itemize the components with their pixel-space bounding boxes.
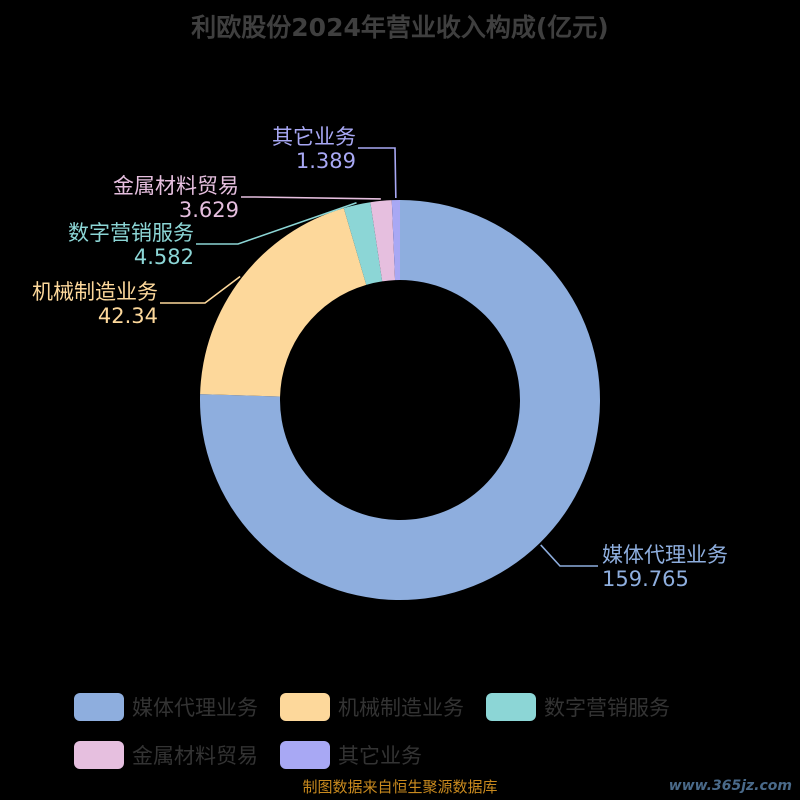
legend-label: 媒体代理业务 bbox=[132, 696, 258, 720]
legend-label: 金属材料贸易 bbox=[132, 744, 258, 768]
slice-other[interactable] bbox=[391, 200, 400, 281]
chart-title: 利欧股份2024年营业收入构成(亿元) bbox=[191, 13, 609, 42]
legend-swatch bbox=[74, 741, 124, 769]
data-label-value-machinery: 42.34 bbox=[98, 304, 158, 328]
watermark: www.365jz.com bbox=[668, 778, 792, 794]
data-label-name-media-agency: 媒体代理业务 bbox=[602, 543, 728, 567]
data-label-name-digital-marketing: 数字营销服务 bbox=[68, 221, 194, 245]
slice-media-agency[interactable] bbox=[199, 200, 601, 601]
leader-line-media-agency bbox=[540, 544, 598, 567]
data-label-name-metal-trade: 金属材料贸易 bbox=[113, 174, 239, 198]
leader-line-other bbox=[358, 147, 397, 199]
legend-swatch bbox=[280, 741, 330, 769]
legend-label: 数字营销服务 bbox=[544, 696, 670, 720]
source-note: 制图数据来自恒生聚源数据库 bbox=[302, 778, 498, 796]
legend-label: 其它业务 bbox=[338, 744, 422, 768]
legend-row-2: 金属材料贸易 其它业务 bbox=[74, 740, 444, 770]
legend-swatch bbox=[280, 693, 330, 721]
slice-metal-trade[interactable] bbox=[370, 200, 396, 282]
slice-machinery[interactable] bbox=[200, 208, 367, 397]
leader-line-digital-marketing bbox=[196, 201, 357, 245]
legend-row-1: 媒体代理业务 机械制造业务 数字营销服务 bbox=[74, 692, 692, 722]
data-label-name-machinery: 机械制造业务 bbox=[32, 280, 158, 304]
data-label-value-digital-marketing: 4.582 bbox=[134, 245, 194, 269]
data-label-value-metal-trade: 3.629 bbox=[179, 198, 239, 222]
legend-item-media-agency[interactable]: 媒体代理业务 bbox=[74, 692, 258, 722]
leader-line-metal-trade bbox=[241, 196, 381, 200]
legend-item-digital-marketing[interactable]: 数字营销服务 bbox=[486, 692, 670, 722]
data-label-name-other: 其它业务 bbox=[272, 125, 356, 149]
slice-digital-marketing[interactable] bbox=[343, 202, 383, 285]
legend-label: 机械制造业务 bbox=[338, 696, 464, 720]
legend-swatch bbox=[74, 693, 124, 721]
leader-line-machinery bbox=[160, 275, 241, 304]
legend-item-other[interactable]: 其它业务 bbox=[280, 740, 422, 770]
legend-item-metal-trade[interactable]: 金属材料贸易 bbox=[74, 740, 258, 770]
legend-swatch bbox=[486, 693, 536, 721]
legend-item-machinery[interactable]: 机械制造业务 bbox=[280, 692, 464, 722]
data-label-value-other: 1.389 bbox=[296, 149, 356, 173]
data-label-value-media-agency: 159.765 bbox=[602, 567, 689, 591]
